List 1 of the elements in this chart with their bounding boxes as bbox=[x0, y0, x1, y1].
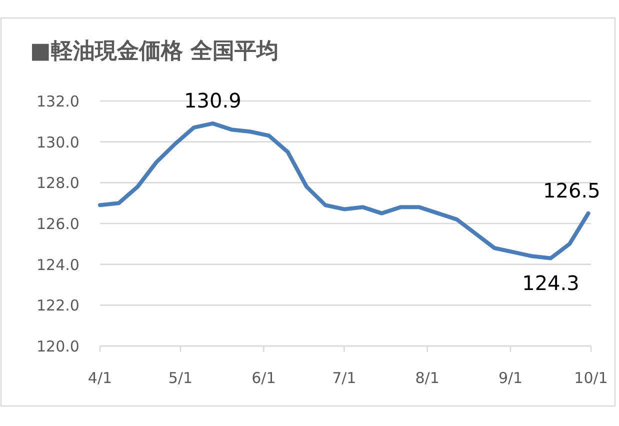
title: ■軽油現金価格 全国平均 bbox=[30, 39, 278, 64]
